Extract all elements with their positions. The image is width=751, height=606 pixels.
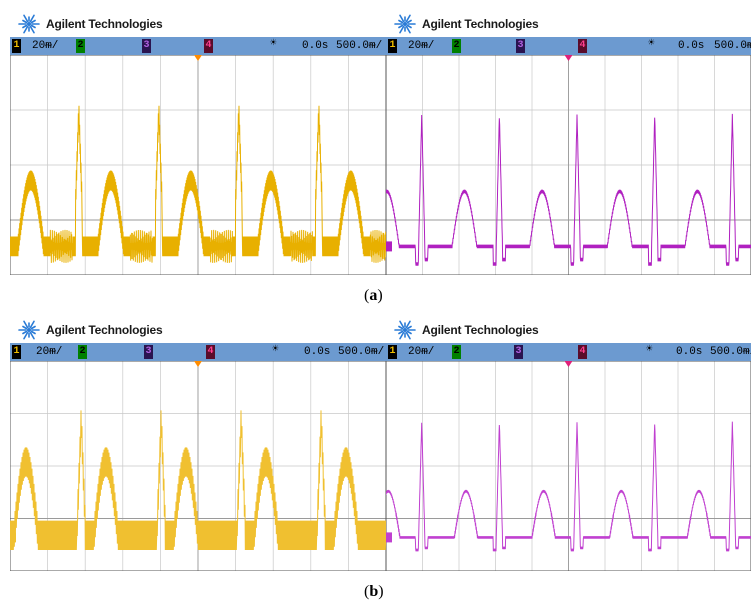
channel-1-key[interactable]: 1 <box>12 345 21 359</box>
channel-1-key[interactable]: 1 <box>388 345 397 359</box>
title-bar: Agilent Technologies <box>386 317 751 343</box>
caption-a-letter: a <box>369 287 378 304</box>
channel-3-key[interactable]: 3 <box>514 345 523 359</box>
caption-a: (a) <box>364 287 383 304</box>
channel-2-key[interactable]: 2 <box>76 39 85 53</box>
channel-3-key[interactable]: 3 <box>516 39 525 53</box>
brand-label: Agilent Technologies <box>46 17 163 31</box>
timebase-value: 500.0ᵯ/ <box>710 346 751 358</box>
waveform-graticule <box>10 361 386 571</box>
waveform-graticule <box>386 55 751 275</box>
brightness-icon: ☀ <box>272 344 279 356</box>
scope-screen-b-left: Agilent Technologies 1 20ᵯ/ 2 3 4 ☀ 0.0s… <box>10 317 386 571</box>
waveform-graticule <box>386 361 751 571</box>
scope-screen-b-right: Agilent Technologies 1 20ᵯ/ 2 3 4 ☀ 0.0s… <box>386 317 751 571</box>
waveform-area <box>10 55 386 275</box>
waveform-area <box>386 55 751 275</box>
delay-value: 0.0s <box>304 346 331 358</box>
agilent-spark-icon <box>394 320 416 340</box>
vertical-scale: 20ᵯ/ <box>36 346 63 358</box>
status-bar: 1 20ᵯ/ 2 3 4 ☀ 0.0s 500.0ᵯ/ <box>10 343 386 361</box>
waveform-area <box>386 361 751 571</box>
agilent-spark-icon <box>18 320 40 340</box>
brightness-icon: ☀ <box>270 38 277 50</box>
scope-screen-a-right: Agilent Technologies 1 20ᵯ/ 2 3 4 ☀ 0.0s… <box>386 11 751 275</box>
channel-4-key[interactable]: 4 <box>578 39 587 53</box>
status-bar: 1 20ᵯ/ 2 3 4 ☀ 0.0s 500.0ᵯ/ <box>386 37 751 55</box>
timebase-value: 500.0ᵯ/ <box>336 40 383 52</box>
channel-2-key[interactable]: 2 <box>78 345 87 359</box>
waveform-area <box>10 361 386 571</box>
brightness-icon: ☀ <box>646 344 653 356</box>
channel-3-key[interactable]: 3 <box>142 39 151 53</box>
agilent-spark-icon <box>18 14 40 34</box>
caption-b-letter: b <box>369 583 379 600</box>
delay-value: 0.0s <box>302 40 329 52</box>
agilent-spark-icon <box>394 14 416 34</box>
channel-1-key[interactable]: 1 <box>388 39 397 53</box>
vertical-scale: 20ᵯ/ <box>408 346 435 358</box>
timebase-value: 500.0ᵯ/ <box>714 40 751 52</box>
channel-4-key[interactable]: 4 <box>204 39 213 53</box>
channel-3-key[interactable]: 3 <box>144 345 153 359</box>
timebase-value: 500.0ᵯ/ <box>338 346 385 358</box>
title-bar: Agilent Technologies <box>386 11 751 37</box>
brand-label: Agilent Technologies <box>422 17 539 31</box>
channel-4-key[interactable]: 4 <box>206 345 215 359</box>
title-bar: Agilent Technologies <box>10 317 386 343</box>
brand-label: Agilent Technologies <box>46 323 163 337</box>
delay-value: 0.0s <box>678 40 705 52</box>
delay-value: 0.0s <box>676 346 703 358</box>
channel-2-key[interactable]: 2 <box>452 345 461 359</box>
status-bar: 1 20ᵯ/ 2 3 4 ☀ 0.0s 500.0ᵯ/ <box>386 343 751 361</box>
brand-label: Agilent Technologies <box>422 323 539 337</box>
brightness-icon: ☀ <box>648 38 655 50</box>
waveform-graticule <box>10 55 386 275</box>
scope-screen-a-left: Agilent Technologies 1 20ᵯ/ 2 3 4 ☀ 0.0s… <box>10 11 386 275</box>
channel-1-key[interactable]: 1 <box>12 39 21 53</box>
title-bar: Agilent Technologies <box>10 11 386 37</box>
channel-4-key[interactable]: 4 <box>578 345 587 359</box>
caption-b: (b) <box>364 583 384 600</box>
vertical-scale: 20ᵯ/ <box>32 40 59 52</box>
vertical-scale: 20ᵯ/ <box>408 40 435 52</box>
channel-2-key[interactable]: 2 <box>452 39 461 53</box>
status-bar: 1 20ᵯ/ 2 3 4 ☀ 0.0s 500.0ᵯ/ <box>10 37 386 55</box>
